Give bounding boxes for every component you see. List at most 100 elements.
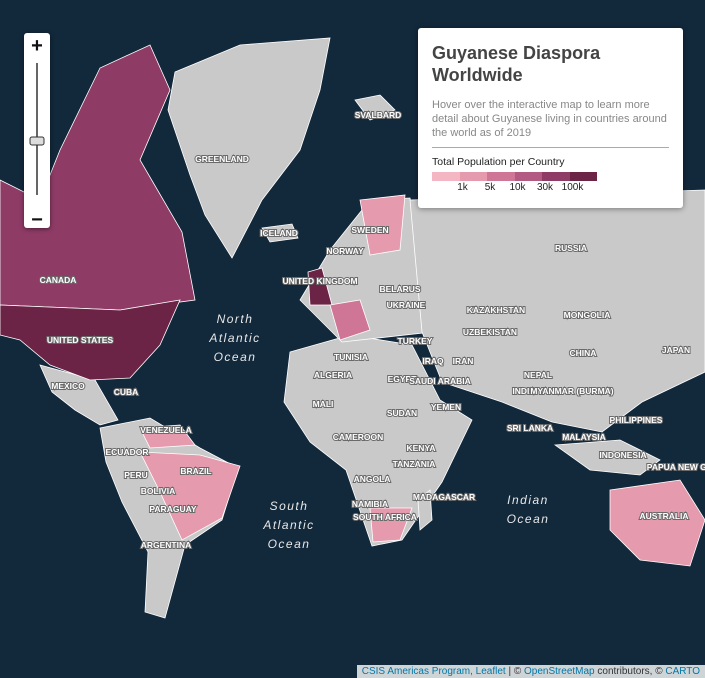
colored-countries xyxy=(0,44,705,567)
country-label: CANADA xyxy=(40,275,77,285)
greenland xyxy=(167,37,331,259)
carto-link[interactable]: CARTO xyxy=(665,666,700,677)
country-label: IRAN xyxy=(453,356,474,366)
country-label: SUDAN xyxy=(387,408,417,418)
country-label: CHINA xyxy=(570,348,597,358)
country-label: CUBA xyxy=(114,387,139,397)
country-label: NEPAL xyxy=(524,370,552,380)
legend-label: 10k xyxy=(509,182,526,193)
country-label: ARGENTINA xyxy=(141,540,192,550)
madagascar xyxy=(417,489,433,531)
legend-title: Total Population per Country xyxy=(432,156,565,168)
credit-link[interactable]: CSIS Americas Program, Leaflet xyxy=(361,666,506,677)
country-label: VENEZUELA xyxy=(140,425,191,435)
legend-label: 100k xyxy=(561,182,584,193)
country-label: SOUTH AFRICA xyxy=(353,512,417,522)
country-label: TANZANIA xyxy=(393,459,436,469)
ocean-label: Ocean xyxy=(214,350,257,364)
sweden xyxy=(359,194,406,256)
country-label: JAPAN xyxy=(662,345,690,355)
ocean-label: North xyxy=(217,312,254,326)
country-label: UNITED KINGDOM xyxy=(282,276,357,286)
iceland xyxy=(261,223,299,243)
country-label: YEMEN xyxy=(431,402,461,412)
ocean-label: Indian xyxy=(507,493,549,507)
ocean-label: Ocean xyxy=(268,537,311,551)
contributors: contributors, © xyxy=(597,666,663,677)
country-label: BOLIVIA xyxy=(141,486,175,496)
south-africa xyxy=(369,507,413,543)
zoom-in[interactable]: + xyxy=(31,35,43,57)
united-states xyxy=(0,299,181,381)
country-label: BELARUS xyxy=(379,284,420,294)
country-label: UNITED STATES xyxy=(47,335,114,345)
country-label: INDIA xyxy=(512,386,535,396)
legend-swatch xyxy=(514,172,542,181)
legend-labels: 1k 5k 10k 30k 100k xyxy=(432,181,669,195)
legend-label: 1k xyxy=(457,182,468,193)
country-label: UZBEKISTAN xyxy=(463,327,517,337)
country-label: NAMIBIA xyxy=(352,499,388,509)
venezuela xyxy=(139,424,196,449)
legend-swatch xyxy=(542,172,570,181)
country-label: ECUADOR xyxy=(106,447,149,457)
legend-label: 5k xyxy=(484,182,496,193)
country-label: MYANMAR (BURMA) xyxy=(530,386,613,396)
legend-swatch xyxy=(432,172,460,181)
ocean-label: South xyxy=(270,499,309,513)
country-label: CAMEROON xyxy=(333,432,384,442)
ocean-label: Atlantic xyxy=(262,518,314,532)
country-label: KAZAKHSTAN xyxy=(467,305,525,315)
legend-swatch xyxy=(487,172,515,181)
country-label: IRAQ xyxy=(422,356,444,366)
osm-link[interactable]: OpenStreetMap xyxy=(524,666,595,677)
brazil xyxy=(139,451,241,541)
panel-description: Hover over the interactive map to learn … xyxy=(432,98,669,148)
country-label: SWEDEN xyxy=(351,225,388,235)
country-label: TUNISIA xyxy=(334,352,368,362)
legend-swatches xyxy=(432,172,669,181)
country-label: SAUDI ARABIA xyxy=(409,376,471,386)
legend-label: 30k xyxy=(536,182,554,193)
info-panel: Guyanese Diaspora Worldwide Hover over t… xyxy=(418,28,683,208)
legend-swatch xyxy=(459,172,487,181)
country-label: ANGOLA xyxy=(354,474,391,484)
labels: SVALBARD GREENLAND ICELAND RUSSIA CANADA UNIT… xyxy=(39,109,705,551)
country-label: MALAYSIA xyxy=(562,432,606,442)
country-label: PARAGUAY xyxy=(149,504,197,514)
australia xyxy=(609,479,705,567)
country-label: ALGERIA xyxy=(314,370,352,380)
panel-title: Guyanese Diaspora Worldwide xyxy=(432,43,601,85)
country-label: MEXICO xyxy=(51,381,85,391)
country-label: KENYA xyxy=(407,443,436,453)
country-label: BRAZIL xyxy=(180,466,211,476)
country-label: SRI LANKA xyxy=(507,423,553,433)
country-label: MADAGASCAR xyxy=(413,492,475,502)
country-label: MONGOLIA xyxy=(564,310,611,320)
indonesia xyxy=(553,439,661,476)
legend-swatch xyxy=(569,172,597,181)
country-label: PERU xyxy=(124,470,148,480)
attribution: CSIS Americas Program, Leaflet | © OpenS… xyxy=(356,665,705,678)
asia xyxy=(409,189,705,433)
zoom-slider[interactable] xyxy=(24,59,50,202)
country-label: INDONESIA xyxy=(599,450,646,460)
country-label: AUSTRALIA xyxy=(639,511,688,521)
ocean-label: Ocean xyxy=(507,512,550,526)
country-label: RUSSIA xyxy=(555,243,587,253)
country-label: UKRAINE xyxy=(387,300,426,310)
zoom-out[interactable]: − xyxy=(31,209,43,231)
europe-country xyxy=(329,299,371,341)
country-label: NORWAY xyxy=(326,246,364,256)
country-label: EGYPT xyxy=(388,374,418,384)
country-label: ICELAND xyxy=(260,228,298,238)
country-label: GREENLAND xyxy=(195,154,249,164)
ocean-label: Atlantic xyxy=(208,331,260,345)
zoom-control: + − xyxy=(24,33,50,231)
country-label: TURKEY xyxy=(398,336,433,346)
country-label: MALI xyxy=(313,399,334,409)
svalbard xyxy=(354,94,396,121)
country-label: PHILIPPINES xyxy=(610,415,663,425)
